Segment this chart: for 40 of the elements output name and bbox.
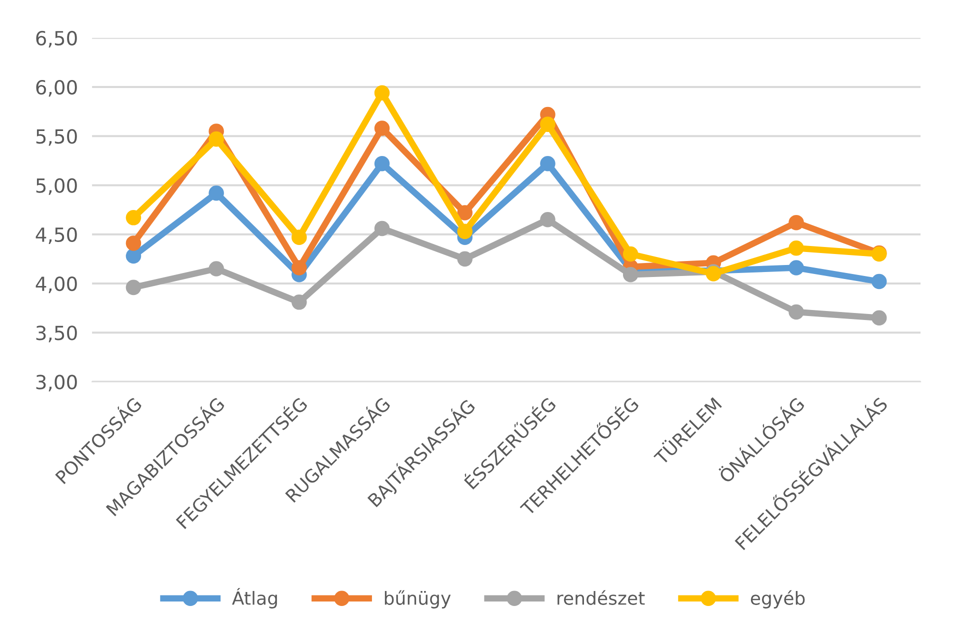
y-tick-label: 4,50 <box>36 227 77 244</box>
point <box>208 131 224 147</box>
point <box>374 156 390 172</box>
y-tick-label: 3,00 <box>36 374 77 392</box>
point <box>292 260 307 276</box>
point <box>871 310 887 326</box>
point <box>292 294 307 310</box>
y-tick-label: 4,00 <box>36 276 77 294</box>
point <box>540 116 556 132</box>
point <box>540 212 556 228</box>
y-tick-label: 3,50 <box>36 326 77 342</box>
point <box>374 220 390 236</box>
y-tick-label: 5,00 <box>36 178 77 195</box>
point <box>788 304 804 320</box>
point <box>126 248 142 264</box>
point <box>457 251 473 267</box>
point <box>788 240 804 256</box>
y-tick-label: 6,00 <box>36 80 77 97</box>
point <box>292 230 307 245</box>
point <box>622 267 638 282</box>
point <box>457 205 473 220</box>
point <box>374 120 390 136</box>
point <box>788 260 804 276</box>
point <box>788 214 804 230</box>
legend-label: Átlag <box>232 588 277 608</box>
point <box>374 85 390 101</box>
point <box>126 210 142 226</box>
point <box>622 246 638 262</box>
y-tick-label: 6,50 <box>36 30 77 48</box>
point <box>540 156 556 172</box>
legend-label: bűnügy <box>384 590 451 608</box>
point <box>208 261 224 276</box>
legend-label: rendészet <box>558 590 645 605</box>
point <box>126 236 142 251</box>
legend-label: egyéb <box>750 590 805 608</box>
point <box>457 224 473 240</box>
point <box>871 274 887 290</box>
point <box>208 185 224 201</box>
y-tick-label: 5,50 <box>36 129 77 146</box>
point <box>126 280 142 296</box>
